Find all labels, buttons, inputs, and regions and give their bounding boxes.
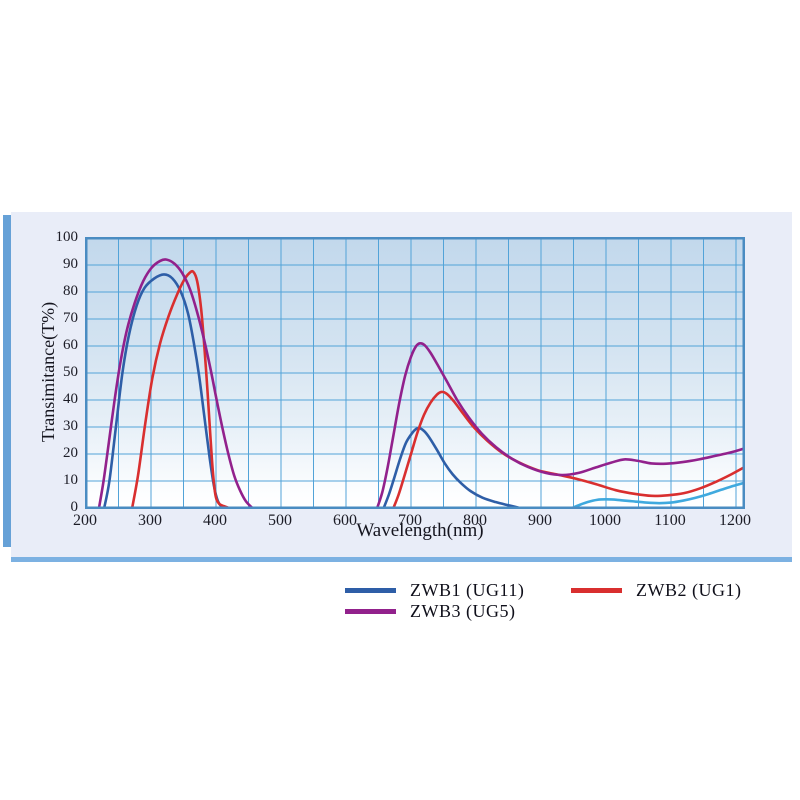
legend-color-swatch	[345, 588, 396, 593]
plot-area	[85, 237, 745, 509]
y-tick-label: 100	[55, 229, 79, 245]
y-tick-label: 30	[63, 418, 78, 434]
x-tick-label: 200	[73, 512, 97, 529]
x-tick-label: 900	[528, 512, 552, 529]
plot-border	[86, 238, 744, 508]
legend-label: ZWB2 (UG1)	[636, 580, 742, 600]
legend-item: ZWB3 (UG5)	[345, 601, 571, 622]
curve-cyan	[570, 481, 744, 508]
chart-legend: ZWB1 (UG11) ZWB2 (UG1) ZWB3 (UG5)	[345, 580, 800, 622]
legend-item: ZWB2 (UG1)	[571, 580, 800, 601]
x-tick-label: 500	[268, 512, 292, 529]
x-tick-label: 800	[463, 512, 487, 529]
y-tick-label: 40	[63, 391, 78, 407]
y-tick-label: 80	[63, 283, 78, 299]
curve-zwb3	[97, 258, 254, 508]
x-tick-label: 1200	[719, 512, 751, 529]
curve-zwb1	[382, 426, 522, 508]
y-tick-label: 50	[63, 364, 78, 380]
x-tick-label: 300	[138, 512, 162, 529]
y-tick-label: 20	[63, 445, 78, 461]
y-tick-label: 10	[63, 472, 78, 488]
curve-zwb2	[392, 390, 744, 508]
y-tick-label: 90	[63, 256, 78, 272]
x-tick-label: 700	[398, 512, 422, 529]
chart-canvas	[86, 238, 744, 508]
y-tick-label: 0	[70, 499, 79, 515]
curve-zwb1	[102, 273, 224, 508]
legend-color-swatch	[345, 609, 396, 614]
legend-color-swatch	[571, 588, 622, 593]
legend-label: ZWB1 (UG11)	[410, 580, 525, 600]
x-tick-label: 1000	[589, 512, 621, 529]
x-tick-label: 600	[333, 512, 357, 529]
x-tick-label: 1100	[654, 512, 686, 529]
legend-label: ZWB3 (UG5)	[410, 601, 516, 621]
panel-left-accent-bar	[3, 215, 11, 547]
y-tick-label: 60	[63, 337, 78, 353]
x-axis-title: Wavelength(nm)	[356, 520, 484, 541]
x-tick-label: 400	[203, 512, 227, 529]
curve-zwb3	[375, 341, 744, 508]
curve-zwb2	[130, 269, 231, 508]
legend-item: ZWB1 (UG11)	[345, 580, 571, 601]
y-tick-label: 70	[63, 310, 78, 326]
